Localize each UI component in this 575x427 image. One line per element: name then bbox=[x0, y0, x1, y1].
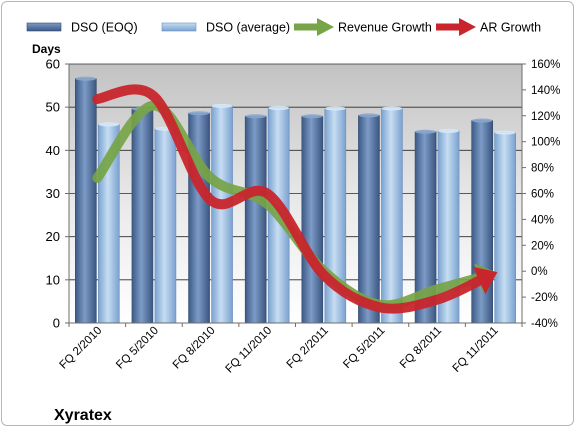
y-left-tick-label: 30 bbox=[46, 186, 60, 201]
bar-top-2 bbox=[211, 103, 233, 108]
arrowhead-ar-growth bbox=[472, 266, 498, 295]
bar-dso-eoq-0 bbox=[75, 78, 97, 324]
bar-dso-eoq-5 bbox=[358, 115, 380, 324]
legend-label-2: Revenue Growth bbox=[338, 21, 432, 35]
x-tick-label: FQ 5/2011 bbox=[341, 325, 387, 371]
y-left-tick-label: 20 bbox=[46, 229, 60, 244]
legend-swatch-0 bbox=[26, 22, 62, 32]
line-revenue-growth bbox=[92, 100, 490, 311]
bar-dso-average-2 bbox=[211, 105, 233, 324]
y-right-tick-label: 20% bbox=[531, 240, 554, 252]
y-right-tick-label: 0% bbox=[531, 266, 548, 278]
bar-top-6 bbox=[415, 129, 437, 134]
bar-top-3 bbox=[245, 114, 267, 119]
y-right-tick-label: 60% bbox=[531, 189, 554, 201]
bar-top-0 bbox=[75, 76, 97, 81]
bar-dso-eoq-1 bbox=[131, 108, 154, 324]
bar-dso-average-5 bbox=[381, 108, 403, 324]
x-tick-label: FQ 11/2011 bbox=[451, 325, 501, 375]
x-tick-label: FQ 11/2010 bbox=[223, 325, 274, 376]
bar-top-7 bbox=[471, 118, 493, 123]
x-tick-label: FQ 8/2011 bbox=[398, 325, 444, 371]
y-left-tick-label: 50 bbox=[46, 100, 60, 115]
legend-label-0: DSO (EOQ) bbox=[71, 21, 138, 35]
legend-arrow-3 bbox=[459, 18, 476, 36]
y-left-tick-label: 60 bbox=[46, 57, 60, 72]
y-left-axis-title: Days bbox=[32, 42, 61, 56]
company-name: Xyratex bbox=[54, 407, 112, 424]
y-left-tick-label: 10 bbox=[46, 272, 60, 287]
y-right-tick-label: -20% bbox=[531, 292, 558, 304]
legend-swatch-1 bbox=[161, 22, 197, 32]
y-right-tick-label: 100% bbox=[531, 137, 560, 149]
bar-top-6 bbox=[438, 128, 460, 133]
line-ar-growth bbox=[92, 84, 490, 314]
bar-top-4 bbox=[301, 114, 323, 119]
y-right-tick-label: 40% bbox=[531, 214, 554, 226]
growth-lines-group bbox=[92, 84, 498, 314]
y-right-tick-label: -40% bbox=[531, 318, 558, 330]
y-right-tick-label: 160% bbox=[531, 59, 560, 71]
x-tick-label: FQ 2/2010 bbox=[58, 325, 105, 372]
y-right-tick-label: 80% bbox=[531, 163, 554, 175]
legend-label-1: DSO (average) bbox=[206, 21, 290, 35]
bar-top-5 bbox=[358, 113, 380, 118]
bar-top-3 bbox=[268, 106, 290, 111]
legend-label-3: AR Growth bbox=[480, 21, 541, 35]
bar-dso-average-7 bbox=[494, 132, 516, 324]
bar-dso-average-1 bbox=[154, 128, 177, 324]
x-tick-label: FQ 5/2010 bbox=[114, 325, 161, 372]
legend-arrow-2 bbox=[317, 18, 334, 36]
bar-top-2 bbox=[188, 111, 210, 116]
bar-dso-eoq-3 bbox=[244, 115, 267, 324]
bar-top-0 bbox=[98, 122, 120, 127]
bar-top-7 bbox=[494, 130, 516, 135]
y-left-tick-label: 0 bbox=[53, 316, 60, 331]
y-left-tick-label: 40 bbox=[46, 143, 60, 158]
x-tick-label: FQ 2/2011 bbox=[285, 325, 331, 371]
bar-top-4 bbox=[324, 106, 346, 111]
y-right-tick-label: 120% bbox=[531, 111, 560, 123]
bar-dso-eoq-7 bbox=[471, 120, 493, 324]
x-tick-label: FQ 8/2010 bbox=[171, 325, 218, 372]
y-right-tick-label: 140% bbox=[531, 85, 560, 97]
legend: DSO (EOQ) DSO (average) Revenue Growth AR G… bbox=[26, 18, 541, 36]
bar-dso-eoq-4 bbox=[301, 115, 324, 324]
bar-top-5 bbox=[381, 106, 403, 111]
